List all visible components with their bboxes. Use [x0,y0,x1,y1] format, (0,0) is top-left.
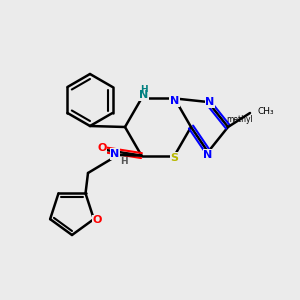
Text: H: H [120,157,128,166]
Text: N: N [203,150,213,160]
Text: O: O [97,143,107,153]
Text: N: N [206,97,214,107]
Text: N: N [170,96,179,106]
Text: O: O [92,215,102,225]
Text: N: N [110,149,120,159]
Text: H: H [140,85,147,94]
Text: N: N [139,90,148,100]
Text: CH₃: CH₃ [258,106,274,116]
Text: S: S [170,153,178,163]
Text: methyl: methyl [226,115,254,124]
